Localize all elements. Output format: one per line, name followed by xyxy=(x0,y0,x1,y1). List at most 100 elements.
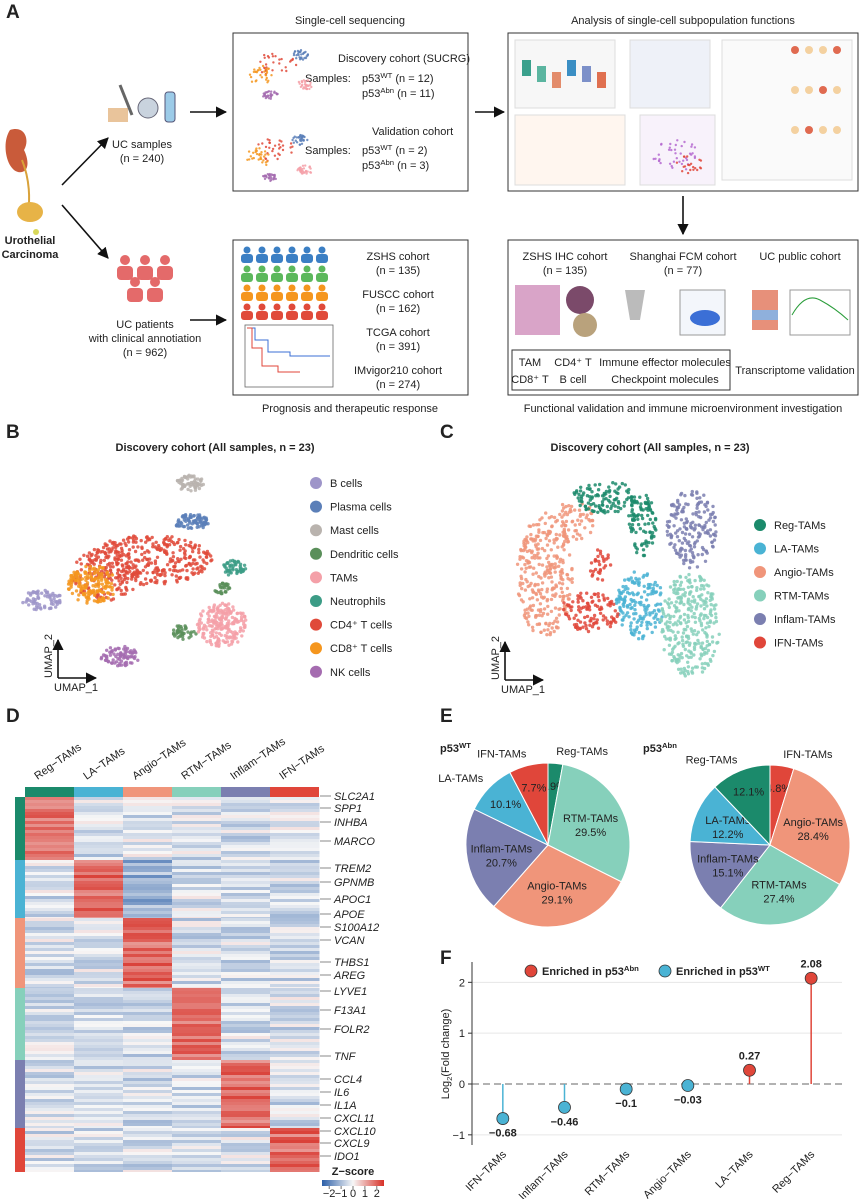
heatmap-cell xyxy=(25,842,75,845)
cell-point xyxy=(712,604,716,608)
heatmap-cell xyxy=(270,806,320,809)
cell-point xyxy=(686,171,690,175)
gene-label: FOLR2 xyxy=(334,1024,369,1036)
cell-point xyxy=(239,618,243,623)
cell-point xyxy=(120,548,124,553)
heatmap-cell xyxy=(25,812,75,815)
cell-point xyxy=(681,593,685,597)
cell-point xyxy=(628,602,632,607)
value-label: −0.03 xyxy=(674,1095,702,1107)
cell-point xyxy=(122,653,126,658)
heatmap-cell xyxy=(74,1066,124,1069)
cell-point xyxy=(300,169,303,173)
heatmap-cell xyxy=(74,1114,124,1117)
heatmap-cell xyxy=(25,800,75,803)
cell-point xyxy=(682,159,685,162)
cell-point xyxy=(178,548,182,552)
cell-point xyxy=(530,625,535,629)
heatmap-cell xyxy=(172,881,222,884)
cell-point xyxy=(115,587,120,591)
heatmap-cell xyxy=(25,1045,75,1048)
cell-point xyxy=(682,602,686,607)
cell-point xyxy=(634,627,639,632)
cell-point xyxy=(163,542,167,547)
heatmap-cell xyxy=(25,1075,75,1078)
gene-label: S100A12 xyxy=(334,922,379,934)
cell-point xyxy=(632,617,636,621)
y-tick-label: 2 xyxy=(459,977,465,989)
cell-point xyxy=(691,512,695,516)
diagram-label: Carcinoma xyxy=(2,249,60,261)
cell-point xyxy=(182,556,187,560)
heatmap-cell xyxy=(172,1093,222,1096)
cell-point xyxy=(308,87,311,91)
heatmap-cell xyxy=(25,954,75,957)
cell-point xyxy=(528,548,532,553)
cell-point xyxy=(153,576,157,580)
cell-point xyxy=(199,621,203,625)
legend-swatch xyxy=(310,477,322,489)
cell-point xyxy=(547,576,551,580)
cell-point xyxy=(686,579,690,583)
cell-point xyxy=(592,613,597,618)
legend-swatch xyxy=(658,964,672,978)
heatmap-cell xyxy=(270,1152,320,1155)
sample-count-part: Abn xyxy=(380,86,394,95)
cell-point xyxy=(668,162,672,165)
cell-point xyxy=(560,590,564,594)
cell-point xyxy=(291,57,294,61)
cell-point xyxy=(627,592,632,596)
cell-point xyxy=(281,148,285,152)
sample-count-part: (n = 2) xyxy=(392,145,427,157)
y-axis-title-part: Log xyxy=(440,1081,452,1099)
cell-point xyxy=(692,653,696,657)
heatmap-cell xyxy=(221,806,271,809)
cell-point xyxy=(100,569,104,573)
heatmap-cell xyxy=(172,908,222,911)
fcm-thumbnail xyxy=(690,310,720,326)
cell-point xyxy=(675,161,679,164)
cell-point xyxy=(690,585,694,589)
heatmap-cell xyxy=(123,902,173,905)
heatmap-cell xyxy=(25,978,75,981)
cell-point xyxy=(163,573,167,578)
cell-point xyxy=(263,150,267,153)
heatmap-cell xyxy=(270,821,320,824)
heatmap-cell xyxy=(74,933,124,936)
heatmap-cell xyxy=(74,857,124,860)
cell-point xyxy=(695,565,700,569)
cell-point xyxy=(266,173,269,176)
cell-point xyxy=(623,578,627,582)
cell-point xyxy=(674,610,678,614)
cell-point xyxy=(668,585,673,589)
cell-point xyxy=(169,539,174,543)
heatmap-cell xyxy=(25,809,75,812)
cell-point xyxy=(585,614,590,619)
heatmap-cell xyxy=(172,1054,222,1057)
cell-point xyxy=(173,561,178,565)
cell-point xyxy=(223,626,227,630)
heatmap-cell xyxy=(123,842,173,845)
cell-point xyxy=(140,546,144,551)
cell-point xyxy=(247,150,251,153)
cell-point xyxy=(701,628,705,632)
heatmap-cell xyxy=(270,1081,320,1084)
cell-point xyxy=(231,605,235,609)
cell-point xyxy=(289,60,292,63)
heatmap-cell xyxy=(74,1054,124,1057)
cell-point xyxy=(534,545,538,549)
cell-point xyxy=(710,640,715,644)
value-label: −0.46 xyxy=(551,1116,579,1128)
cell-point xyxy=(255,79,258,82)
cell-point xyxy=(220,601,225,605)
cell-point xyxy=(657,609,661,613)
heatmap-cell xyxy=(270,866,320,869)
cell-point xyxy=(36,589,40,593)
km-curve xyxy=(247,327,330,357)
cell-point xyxy=(567,603,571,607)
heatmap-cell xyxy=(221,839,271,842)
heatmap-cell xyxy=(172,1114,222,1117)
cell-point xyxy=(702,652,706,656)
cell-point xyxy=(199,612,203,616)
heatmap-cell xyxy=(221,939,271,942)
